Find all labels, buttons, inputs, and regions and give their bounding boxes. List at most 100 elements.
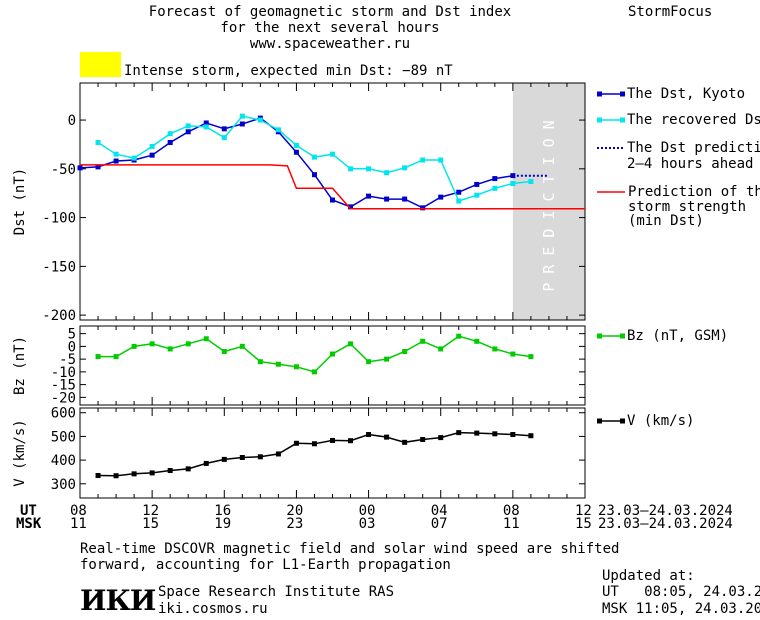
y-tick-label: -5 <box>59 352 76 368</box>
data-point-bz <box>257 359 263 365</box>
ut-tick-label: 16 <box>214 503 232 519</box>
data-point-dst_recovered <box>311 154 317 160</box>
data-point-v <box>438 435 444 441</box>
data-point-bz <box>384 356 390 362</box>
data-point-dst_recovered <box>275 127 281 133</box>
series-line-bz <box>98 335 532 373</box>
data-point-dst_kyoto <box>438 194 444 200</box>
data-point-dst_recovered <box>366 166 372 172</box>
data-point-dst_kyoto <box>384 196 390 202</box>
y-tick-label: 500 <box>51 429 76 445</box>
ut-date-range: 23.03–24.03.2024 <box>598 503 733 519</box>
data-point-bz <box>113 354 119 360</box>
msk-tick-label: 03 <box>358 516 376 532</box>
updated-msk: MSK 11:05, 24.03.2024 <box>602 601 760 617</box>
legend-v-swatch-marker <box>620 418 625 424</box>
legend-v-swatch-marker <box>597 418 602 424</box>
chart-title-line-1: Forecast of geomagnetic storm and Dst in… <box>148 4 512 20</box>
data-point-dst_kyoto <box>185 129 191 135</box>
y-axis-label: Bz (nT) <box>12 336 28 395</box>
legend-storm-strength-line-1: Prediction of the <box>628 184 760 200</box>
ut-tick-label: 04 <box>430 503 448 519</box>
data-point-dst_recovered <box>420 157 426 163</box>
footer-note-line-2: forward, accounting for L1-Earth propaga… <box>80 557 451 573</box>
data-point-v <box>95 473 101 478</box>
data-point-v <box>384 434 390 440</box>
data-point-dst_kyoto <box>420 205 426 211</box>
chart-title-url: www.spaceweather.ru <box>249 36 411 52</box>
iki-logo: ИКИ <box>80 584 156 617</box>
y-tick-label: 0 <box>68 339 76 355</box>
data-point-dst_kyoto <box>239 121 245 127</box>
data-point-dst_kyoto <box>492 176 498 182</box>
legend-dst-recovered-swatch-marker <box>620 117 625 123</box>
data-point-dst_recovered <box>257 117 263 123</box>
data-point-bz <box>528 354 534 360</box>
msk-tick-label: 19 <box>214 516 232 532</box>
y-tick-label: -15 <box>51 378 76 394</box>
y-tick-label: -150 <box>42 259 76 275</box>
ut-tick-label: 00 <box>358 503 376 519</box>
data-point-v <box>185 466 191 472</box>
data-point-dst_recovered <box>438 157 444 163</box>
y-tick-label: 5 <box>68 327 76 343</box>
ut-axis-label: UT <box>20 503 37 519</box>
data-point-bz <box>311 369 317 375</box>
data-point-bz <box>510 351 516 357</box>
data-point-dst_kyoto <box>456 189 462 195</box>
y-tick-label: -100 <box>42 211 76 227</box>
storm-alert-text: Intense storm, expected min Dst: −89 nT <box>124 63 453 79</box>
prediction-band-label: PREDICTION <box>540 111 558 291</box>
data-point-bz <box>221 348 227 354</box>
data-point-bz <box>330 351 335 357</box>
data-point-v <box>366 432 372 438</box>
data-point-dst_recovered <box>528 179 534 185</box>
data-point-dst_recovered <box>113 151 119 157</box>
series-line-storm_strength <box>80 164 585 210</box>
data-point-v <box>275 451 281 457</box>
data-point-v <box>402 439 408 445</box>
data-point-dst_kyoto <box>293 149 299 155</box>
data-point-dst_kyoto <box>95 164 101 170</box>
data-point-v <box>456 430 462 436</box>
prediction-band <box>512 83 585 320</box>
data-point-bz <box>293 364 299 370</box>
y-axis-label: V (km/s) <box>12 419 28 486</box>
updated-label: Updated at: <box>602 568 695 584</box>
legend-bz-swatch-marker <box>620 333 625 339</box>
data-point-dst_kyoto <box>311 172 317 178</box>
data-point-bz <box>402 348 408 354</box>
data-point-dst_recovered <box>474 192 480 198</box>
y-axis-label: Dst (nT) <box>12 168 28 235</box>
institute-website[interactable]: iki.cosmos.ru <box>158 601 268 617</box>
data-point-bz <box>420 338 426 344</box>
data-point-dst_recovered <box>293 142 299 148</box>
data-point-bz <box>438 346 444 352</box>
data-point-bz <box>366 359 372 365</box>
data-point-v <box>311 441 317 447</box>
ut-tick-label: 08 <box>70 503 87 519</box>
data-point-bz <box>185 341 191 347</box>
data-point-bz <box>239 343 245 349</box>
data-point-bz <box>474 338 480 344</box>
data-point-v <box>167 468 173 474</box>
data-point-dst_recovered <box>402 165 408 171</box>
data-point-dst_kyoto <box>149 152 155 158</box>
data-point-bz <box>456 333 462 339</box>
footer-note-line-1: Real-time DSCOVR magnetic field and sola… <box>80 541 620 557</box>
data-point-bz <box>131 343 137 349</box>
data-point-bz <box>348 341 354 347</box>
data-point-v <box>131 471 137 477</box>
legend-v: V (km/s) <box>627 413 695 429</box>
y-tick-label: 300 <box>51 477 76 493</box>
data-point-v <box>113 473 119 479</box>
data-point-v <box>149 470 155 476</box>
data-point-dst_recovered <box>492 185 498 191</box>
data-point-bz <box>275 361 281 367</box>
data-point-dst_recovered <box>384 170 390 176</box>
brand-name: StormFocus <box>628 4 713 20</box>
msk-date-range: 23.03–24.03.2024 <box>598 516 733 532</box>
storm-alert-swatch <box>80 52 121 77</box>
data-point-dst_recovered <box>456 198 462 204</box>
